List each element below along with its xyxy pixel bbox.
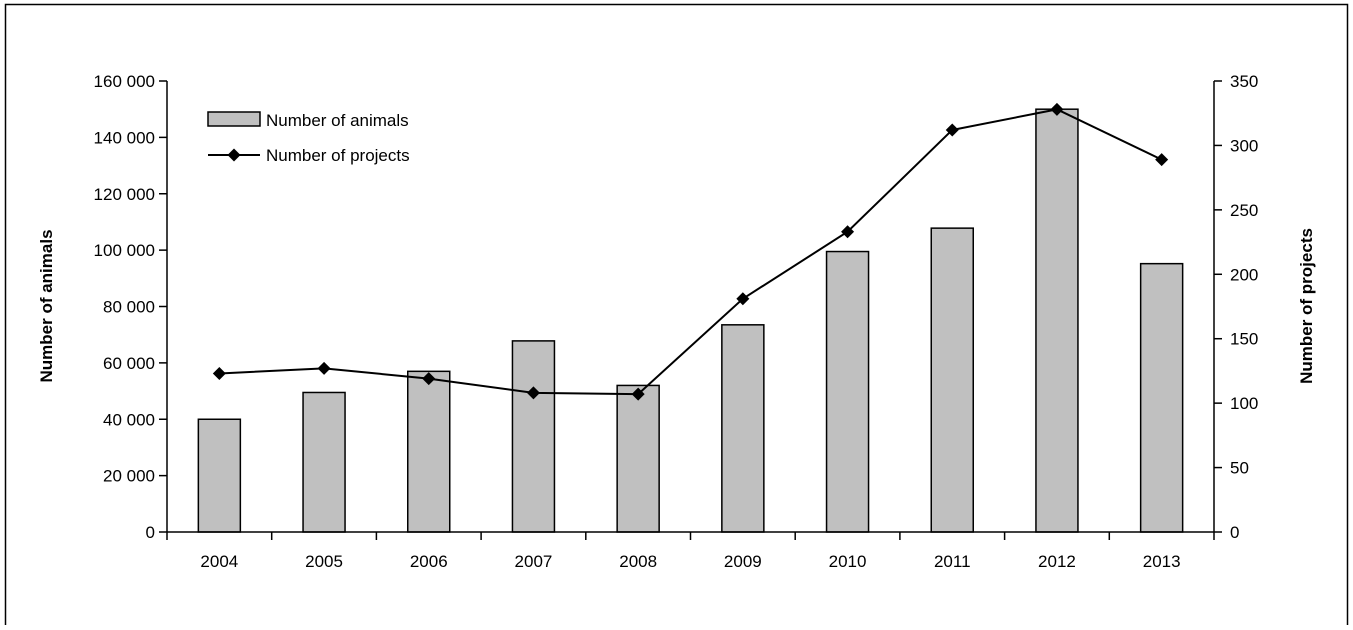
right-axis-title: Number of projects <box>1297 228 1316 384</box>
projects-point-2005 <box>317 361 331 375</box>
x-tick-label: 2006 <box>410 552 448 571</box>
projects-point-2008 <box>631 387 645 401</box>
bar-2005 <box>302 391 346 533</box>
x-tick-label: 2008 <box>619 552 657 571</box>
x-tick-label: 2004 <box>200 552 238 571</box>
projects-point-2011 <box>945 123 959 137</box>
legend-label-projects: Number of projects <box>266 146 410 165</box>
left-tick-label: 160 000 <box>94 72 155 91</box>
x-tick-label: 2010 <box>829 552 867 571</box>
projects-point-2009 <box>736 292 750 306</box>
left-axis-title: Number of animals <box>37 229 56 382</box>
legend-label-animals: Number of animals <box>266 111 409 130</box>
bar-series <box>197 108 1184 533</box>
axes: 0 20 000 40 000 60 000 80 000 100 000 120 000 1… <box>94 72 1259 571</box>
projects-point-2012 <box>1050 102 1064 116</box>
legend: Number of animals Number of projects <box>207 111 410 165</box>
right-tick-label: 200 <box>1230 265 1258 284</box>
left-tick-label: 40 000 <box>103 410 155 429</box>
bar-2009 <box>721 324 765 533</box>
right-tick-label: 150 <box>1230 330 1258 349</box>
right-tick-label: 50 <box>1230 459 1249 478</box>
left-tick-label: 80 000 <box>103 298 155 317</box>
legend-diamond-marker <box>227 148 241 162</box>
bar-2012 <box>1035 108 1079 533</box>
chart-border <box>4 3 1349 630</box>
x-tick-label: 2013 <box>1143 552 1181 571</box>
projects-point-2006 <box>422 372 436 386</box>
bar-2004 <box>197 418 242 533</box>
x-tick-label: 2012 <box>1038 552 1076 571</box>
right-tick-label: 350 <box>1230 72 1258 91</box>
bar-2010 <box>825 250 870 533</box>
bar-2006 <box>407 370 451 533</box>
right-tick-label: 100 <box>1230 394 1258 413</box>
left-tick-label: 60 000 <box>103 354 155 373</box>
right-tick-label: 0 <box>1230 523 1239 542</box>
right-tick-label: 250 <box>1230 201 1258 220</box>
projects-point-2013 <box>1155 153 1169 167</box>
legend-bar-swatch <box>207 111 261 127</box>
line-series <box>212 102 1169 401</box>
bar-2008 <box>616 384 660 533</box>
left-tick-label: 100 000 <box>94 241 155 260</box>
right-tick-label: 300 <box>1230 136 1258 155</box>
projects-line <box>219 108 1163 396</box>
projects-point-2004 <box>212 367 226 381</box>
bar-2007 <box>511 340 556 533</box>
left-tick-label: 120 000 <box>94 185 155 204</box>
x-tick-label: 2005 <box>305 552 343 571</box>
x-tick-label: 2011 <box>934 552 971 571</box>
bar-2011 <box>930 227 974 533</box>
projects-point-2010 <box>841 225 855 239</box>
x-tick-label: 2007 <box>515 552 553 571</box>
x-tick-label: 2009 <box>724 552 762 571</box>
bar-2013 <box>1139 262 1184 533</box>
projects-point-2007 <box>526 386 540 400</box>
left-tick-label: 140 000 <box>94 128 155 147</box>
left-tick-label: 0 <box>146 523 155 542</box>
left-tick-label: 20 000 <box>103 467 155 486</box>
